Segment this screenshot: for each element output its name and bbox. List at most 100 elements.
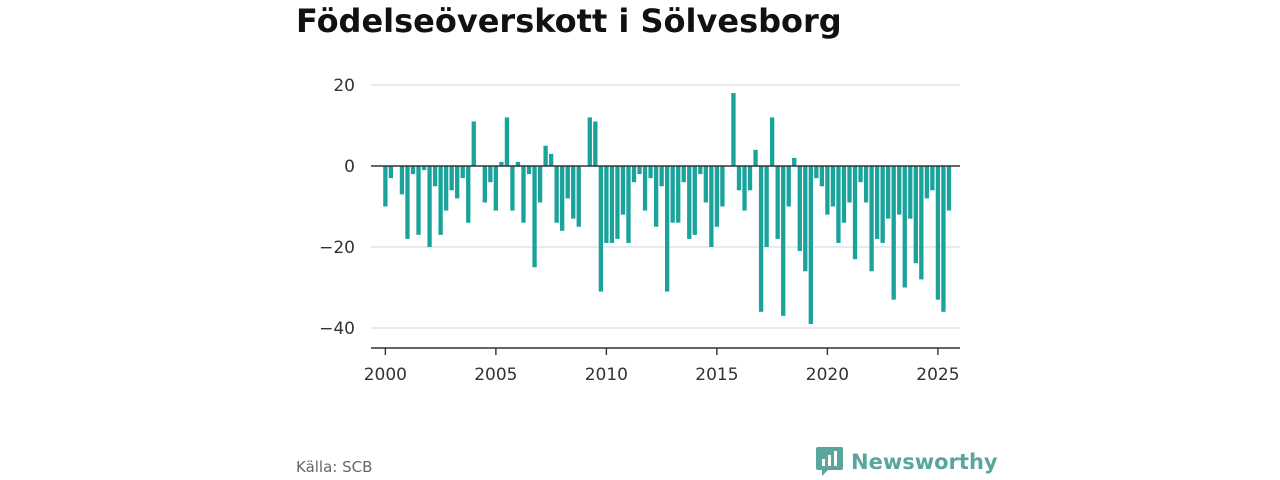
bar bbox=[653, 166, 659, 227]
bar bbox=[681, 166, 686, 183]
bar bbox=[515, 161, 521, 166]
bar bbox=[709, 166, 714, 247]
bar bbox=[449, 166, 454, 191]
bar bbox=[521, 166, 526, 223]
bar bbox=[676, 166, 681, 223]
bar bbox=[637, 166, 642, 175]
bar bbox=[560, 166, 565, 231]
bar bbox=[659, 166, 664, 187]
bar bbox=[626, 166, 631, 243]
bar bbox=[747, 166, 753, 191]
bar bbox=[913, 166, 918, 264]
bar bbox=[869, 166, 874, 272]
bar bbox=[460, 166, 465, 179]
bar bbox=[543, 145, 548, 166]
bar bbox=[819, 166, 825, 187]
bar bbox=[852, 166, 858, 260]
bar bbox=[405, 166, 410, 239]
bar bbox=[455, 166, 460, 199]
bar bbox=[504, 117, 510, 166]
bar bbox=[908, 166, 913, 219]
bar bbox=[383, 166, 388, 207]
bars bbox=[383, 93, 952, 324]
chart-title: Födelseöverskott i Sölvesborg bbox=[296, 2, 842, 40]
bar bbox=[499, 161, 504, 166]
bar bbox=[615, 166, 620, 239]
brand-name: Newsworthy bbox=[851, 450, 998, 474]
bar bbox=[935, 166, 941, 300]
bar bbox=[720, 166, 725, 207]
bar bbox=[825, 166, 830, 215]
bar bbox=[587, 117, 592, 166]
bar bbox=[432, 166, 438, 187]
bar bbox=[648, 166, 653, 179]
bar bbox=[665, 166, 670, 292]
x-tick-label: 2015 bbox=[695, 365, 738, 385]
bar bbox=[863, 166, 869, 203]
bar bbox=[609, 166, 615, 243]
x-tick-label: 2005 bbox=[474, 365, 517, 385]
y-tick-label: −40 bbox=[319, 319, 355, 339]
bar bbox=[808, 166, 813, 324]
bar bbox=[731, 93, 736, 166]
bar bbox=[471, 121, 476, 166]
newsworthy-brand[interactable]: Newsworthy bbox=[815, 446, 998, 478]
bar bbox=[753, 149, 758, 166]
bar bbox=[714, 166, 720, 227]
bar bbox=[548, 153, 554, 166]
bar bbox=[604, 166, 609, 243]
bar bbox=[642, 166, 648, 211]
bar bbox=[758, 166, 764, 312]
bar bbox=[554, 166, 559, 223]
newsworthy-logo-icon bbox=[816, 447, 843, 476]
bar bbox=[786, 166, 791, 207]
bar bbox=[775, 166, 780, 239]
bar bbox=[427, 166, 432, 247]
x-tick-label: 2010 bbox=[585, 365, 628, 385]
source-note: Källa: SCB bbox=[296, 458, 373, 476]
axes bbox=[371, 165, 960, 355]
bar bbox=[670, 166, 675, 223]
bar bbox=[488, 166, 493, 183]
x-tick-label: 2000 bbox=[364, 365, 407, 385]
x-tick-label: 2020 bbox=[806, 365, 849, 385]
bar bbox=[924, 166, 930, 199]
bar bbox=[466, 166, 471, 223]
bar bbox=[620, 166, 626, 215]
tick-labels: 20 0 −20 −40 2000 2005 2010 2015 2020 2025 bbox=[319, 76, 959, 385]
bar bbox=[792, 157, 797, 166]
bar bbox=[858, 166, 863, 183]
bar bbox=[565, 166, 570, 199]
bar bbox=[571, 166, 576, 219]
bar bbox=[847, 166, 852, 203]
bar bbox=[526, 166, 532, 175]
bar bbox=[421, 166, 427, 171]
bar bbox=[946, 166, 952, 211]
bar bbox=[897, 166, 902, 215]
bar bbox=[742, 166, 747, 211]
bar bbox=[703, 166, 708, 203]
bar bbox=[576, 166, 581, 227]
bar bbox=[593, 121, 598, 166]
bar bbox=[493, 166, 499, 211]
bar bbox=[438, 166, 443, 235]
bar bbox=[902, 166, 907, 288]
bar bbox=[941, 166, 946, 312]
bar bbox=[410, 166, 416, 175]
bar bbox=[416, 166, 421, 235]
y-tick-label: 20 bbox=[333, 76, 355, 96]
y-tick-label: 0 bbox=[344, 157, 355, 177]
bar bbox=[874, 166, 880, 239]
bar bbox=[769, 117, 775, 166]
bar bbox=[399, 166, 405, 195]
bar bbox=[841, 166, 847, 223]
bar bbox=[880, 166, 885, 243]
bar-chart: 20 0 −20 −40 2000 2005 2010 2015 2020 2025 bbox=[319, 76, 960, 385]
bar bbox=[930, 166, 935, 191]
bar bbox=[388, 166, 394, 179]
bar bbox=[764, 166, 769, 247]
bar bbox=[532, 166, 537, 268]
bar bbox=[836, 166, 841, 243]
bar bbox=[797, 166, 802, 252]
bar bbox=[781, 166, 786, 316]
